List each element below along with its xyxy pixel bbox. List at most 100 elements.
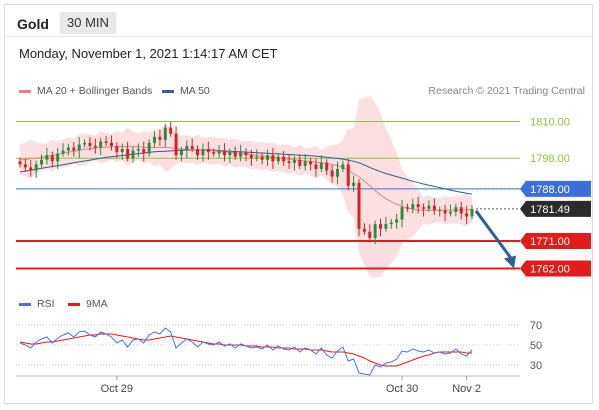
candle-body xyxy=(174,133,178,156)
rsi-9ma-line xyxy=(19,333,472,367)
candle-body xyxy=(325,162,329,171)
forecast-arrow-head xyxy=(504,255,516,269)
candle-body xyxy=(93,145,97,148)
candle-body xyxy=(266,155,270,160)
candle-body xyxy=(120,149,124,153)
level-label-box-current xyxy=(520,200,591,217)
level-label-support: 1771.00 xyxy=(530,236,570,248)
candle-body xyxy=(379,224,383,229)
candle-body xyxy=(185,145,189,151)
candle-body xyxy=(249,155,253,159)
candle-body xyxy=(448,211,452,214)
candle-body xyxy=(335,168,339,177)
level-label-support: 1762.00 xyxy=(530,264,570,276)
candle-body xyxy=(432,205,436,211)
candle-body xyxy=(384,224,388,229)
x-tick-label: Oct 29 xyxy=(101,383,133,395)
rsi-tick-label: 70 xyxy=(530,320,542,332)
level-label-resistance: 1798.00 xyxy=(530,153,570,165)
rsi-tick-label: 50 xyxy=(530,340,542,352)
legend-rsi-label: RSI xyxy=(37,298,55,310)
candle-body xyxy=(212,152,216,154)
candle-body xyxy=(427,205,431,209)
candle-body xyxy=(126,149,130,159)
candle-body xyxy=(147,142,151,154)
candle-body xyxy=(405,207,409,209)
candle-body xyxy=(357,182,361,229)
legend-ma20-swatch xyxy=(19,89,31,93)
candle-body xyxy=(169,127,173,134)
candle-body xyxy=(276,156,280,162)
candle-body xyxy=(233,152,237,157)
candle-body xyxy=(282,156,286,162)
candle-body xyxy=(465,213,469,217)
legend-ma20: MA 20 + Bollinger Bands xyxy=(19,85,152,97)
candle-body xyxy=(56,153,60,162)
candle-body xyxy=(34,164,38,171)
legend-ma20-label: MA 20 + Bollinger Bands xyxy=(37,85,153,97)
candle-body xyxy=(454,207,458,212)
candle-body xyxy=(196,149,200,156)
candle-body xyxy=(153,136,157,143)
candle-body xyxy=(346,164,350,186)
forecast-arrow-shaft xyxy=(474,209,514,261)
candle-body xyxy=(341,164,345,169)
x-tick-label: Nov 2 xyxy=(452,383,481,395)
candle-body xyxy=(18,161,22,165)
bollinger-band xyxy=(20,95,472,278)
research-credit: Research © 2021 Trading Central xyxy=(428,85,585,97)
header-divider xyxy=(5,36,594,37)
candle-body xyxy=(330,170,334,177)
chart-frame xyxy=(4,4,593,404)
level-label-box-support xyxy=(520,232,591,249)
candle-body xyxy=(88,142,92,146)
candle-body xyxy=(23,164,27,168)
level-label-box-pivot xyxy=(520,180,591,197)
candle-body xyxy=(411,204,415,209)
candle-body xyxy=(115,145,119,153)
chart-datetime: Monday, November 1, 2021 1:14:17 AM CET xyxy=(19,46,278,61)
candle-body xyxy=(206,149,210,153)
symbol-title: Gold xyxy=(17,16,49,32)
legend-rsi: RSI xyxy=(19,298,55,310)
rsi-line xyxy=(19,327,473,376)
candle-body xyxy=(470,208,474,217)
rsi-tick-label: 30 xyxy=(530,360,542,372)
candle-body xyxy=(303,161,307,166)
candle-body xyxy=(29,167,33,171)
candle-body xyxy=(228,152,232,156)
candle-body xyxy=(244,152,248,156)
candle-body xyxy=(239,152,243,157)
level-label-resistance: 1810.00 xyxy=(530,116,570,128)
candle-body xyxy=(459,207,463,214)
legend-ma50: MA 50 xyxy=(162,85,210,97)
chart-header: Gold 30 MIN xyxy=(5,5,594,35)
candle-body xyxy=(83,142,87,145)
candle-body xyxy=(158,136,162,140)
candle-body xyxy=(319,162,323,169)
legend-9ma-label: 9MA xyxy=(86,298,108,310)
candle-body xyxy=(352,182,356,186)
candle-body xyxy=(443,210,447,214)
candle-body xyxy=(77,144,81,151)
candle-body xyxy=(40,159,44,165)
candle-body xyxy=(72,147,76,151)
candle-body xyxy=(422,207,426,209)
candle-body xyxy=(362,228,366,232)
candle-body xyxy=(136,149,140,151)
candle-body xyxy=(142,149,146,154)
candle-body xyxy=(389,222,393,225)
candle-body xyxy=(61,150,65,154)
candle-body xyxy=(131,150,135,159)
legend-ma50-label: MA 50 xyxy=(180,85,210,97)
candle-body xyxy=(314,164,318,169)
candle-body xyxy=(309,161,313,165)
level-label-pivot: 1788.00 xyxy=(530,184,570,196)
candle-body xyxy=(271,155,275,162)
legend-9ma-swatch xyxy=(68,302,80,306)
x-tick-label: Oct 30 xyxy=(386,383,418,395)
candle-body xyxy=(66,147,70,151)
timeframe-button[interactable]: 30 MIN xyxy=(60,12,116,34)
level-label-box-support xyxy=(520,260,591,277)
